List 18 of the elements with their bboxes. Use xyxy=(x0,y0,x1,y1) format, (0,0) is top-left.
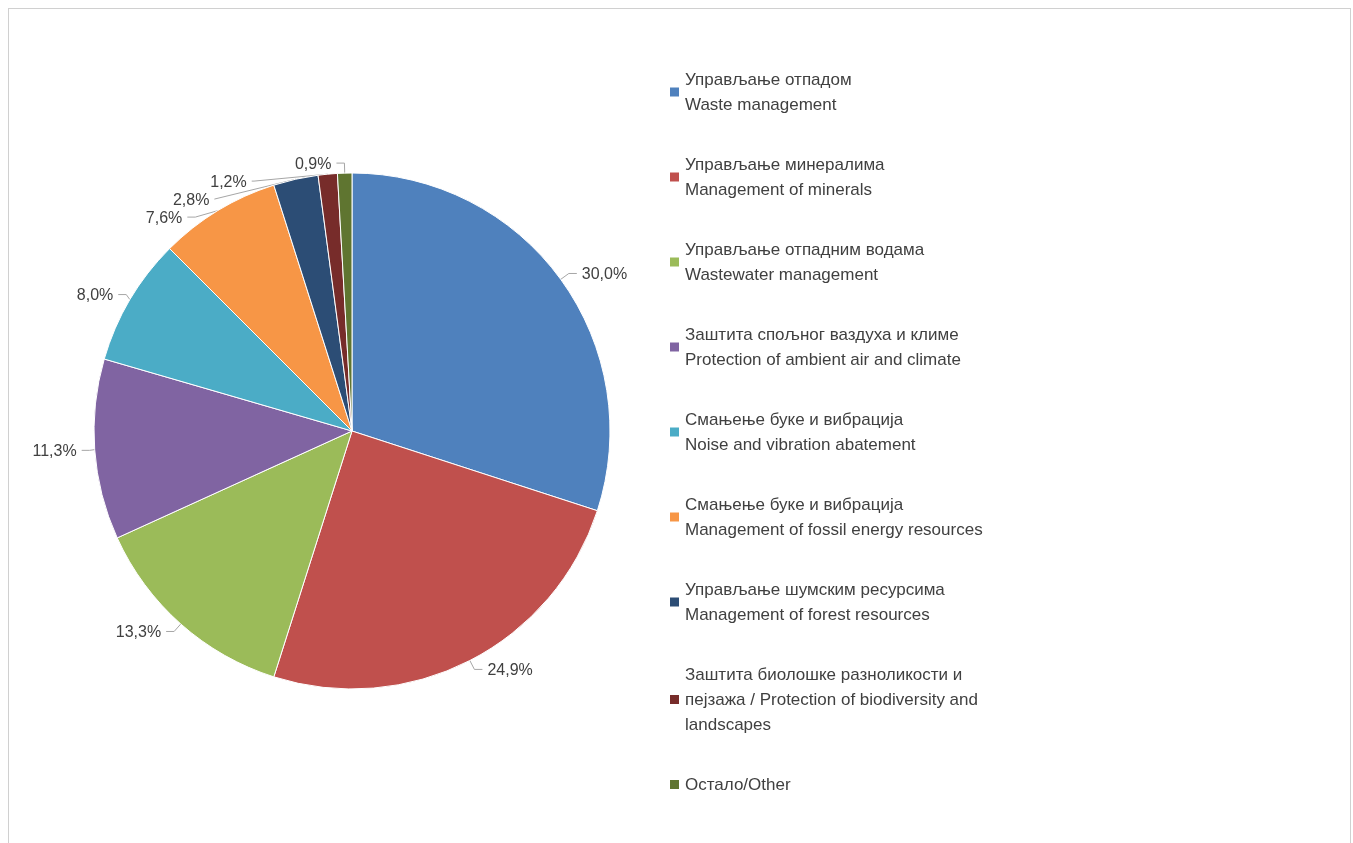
legend-label: Заштита биолошке разноликости и пејзажа / Protection of biodiversity and landscapes xyxy=(685,665,978,734)
legend-label: Заштита спољног ваздуха и климе Protection of ambient air and climate xyxy=(685,325,961,369)
legend-label: Остало/Other xyxy=(685,775,791,794)
data-label: 1,2% xyxy=(210,172,247,190)
legend-label: Управљање минералима Management of minerals xyxy=(685,155,886,199)
data-label: 2,8% xyxy=(172,190,210,208)
data-label: 24,9% xyxy=(487,660,533,678)
data-label: 30,0% xyxy=(581,264,628,282)
data-label: 11,3% xyxy=(32,441,77,459)
data-label: 7,6% xyxy=(145,208,183,226)
data-label: 8,0% xyxy=(76,286,114,304)
legend-label: Смањење буке и вибрација Management of fossil energy resources xyxy=(685,495,983,539)
data-label: 0,9% xyxy=(294,154,332,172)
data-label: 13,3% xyxy=(115,622,162,640)
legend-label: Управљање отпадним водама Wastewater management xyxy=(685,240,925,284)
legend-label: Управљање отпадом Waste management xyxy=(685,70,852,114)
legend-label: Смањење буке и вибрација Noise and vibration abatement xyxy=(685,410,916,454)
legend-label: Управљање шумским ресурсима Management of forest resources xyxy=(685,580,946,624)
